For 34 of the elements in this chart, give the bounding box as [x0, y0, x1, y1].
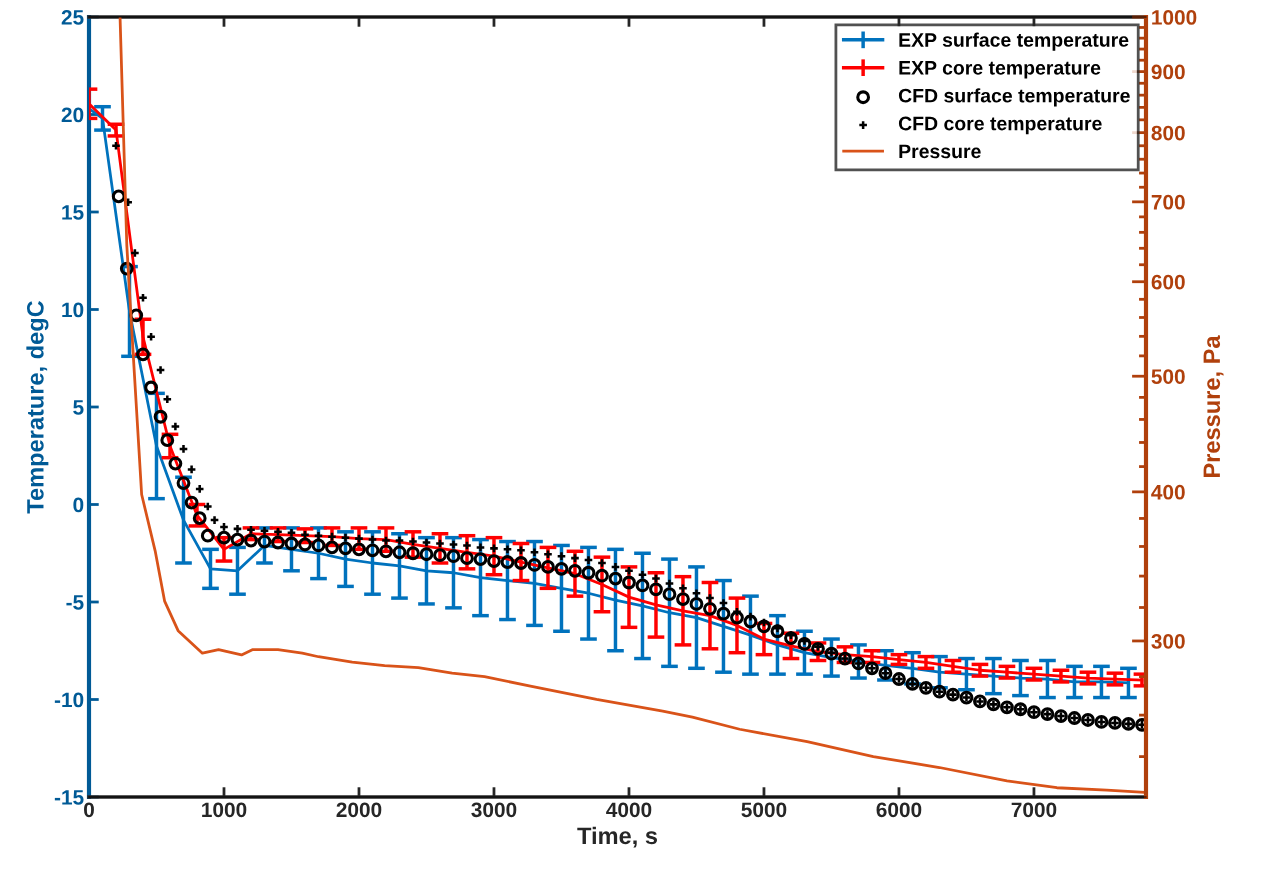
y-tick-label: 5: [73, 400, 84, 415]
legend-label: CFD core temperature: [898, 116, 1102, 135]
x-axis-title: Time, s: [577, 826, 658, 848]
y-tick-label: -15: [54, 790, 84, 805]
x-tick-label: 6000: [876, 802, 922, 818]
x-tick-label: 2000: [336, 802, 382, 818]
line-series: [118, 17, 1145, 794]
x-tick-label: 5000: [741, 802, 787, 818]
y-tick-label: 0: [73, 497, 84, 513]
x-tick-label: 4000: [606, 802, 652, 818]
y2-tick-label: 900: [1151, 64, 1185, 80]
y2-axis-title: Pressure, Pa: [1203, 335, 1224, 477]
y2-tick-label: 1000: [1152, 10, 1197, 25]
x-tick-label: 7000: [1011, 802, 1057, 818]
y-tick-label: 15: [62, 205, 84, 220]
y-tick-label: 25: [61, 10, 84, 25]
legend-label: EXP core temperature: [899, 61, 1101, 79]
y-axis-title: Temperature, degC: [26, 300, 49, 514]
y-tick-label: 20: [61, 107, 84, 123]
y2-tick-label: 300: [1151, 633, 1185, 649]
y-tick-label: -10: [54, 692, 84, 708]
y2-tick-label: 400: [1151, 484, 1185, 500]
x-tick-label: 3000: [471, 802, 517, 818]
y2-tick-label: 800: [1151, 125, 1185, 141]
legend-label: EXP surface temperature: [899, 32, 1129, 51]
x-tick-label: 0: [84, 802, 94, 818]
y2-tick-label: 500: [1151, 369, 1185, 384]
x-tick-label: 1000: [202, 802, 247, 818]
legend-label: CFD surface temperature: [898, 88, 1130, 107]
y-tick-label: -5: [66, 595, 84, 610]
y-tick-label: 10: [62, 302, 84, 318]
y2-tick-label: 600: [1151, 274, 1185, 290]
legend-label: Pressure: [899, 144, 981, 159]
y2-tick-label: 700: [1151, 194, 1185, 210]
